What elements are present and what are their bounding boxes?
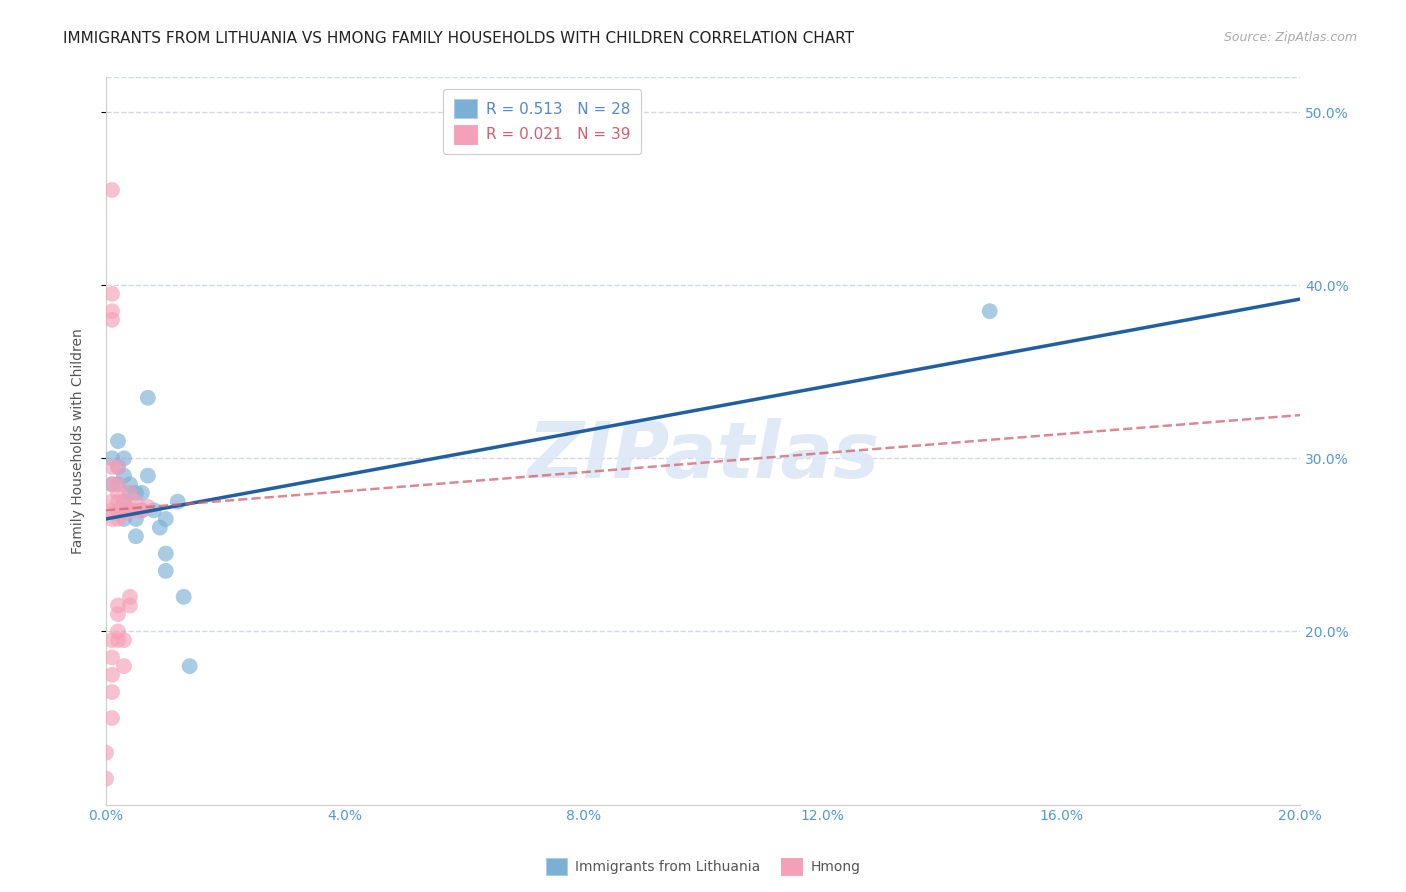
Text: ZIPatlas: ZIPatlas	[527, 417, 879, 493]
Point	[101, 313, 124, 327]
Point	[101, 304, 124, 318]
Point	[125, 486, 148, 500]
Point	[131, 503, 153, 517]
Point	[125, 512, 148, 526]
Point	[101, 460, 124, 475]
Legend: Immigrants from Lithuania, Hmong: Immigrants from Lithuania, Hmong	[540, 853, 866, 880]
Text: Source: ZipAtlas.com: Source: ZipAtlas.com	[1223, 31, 1357, 45]
Point	[101, 183, 124, 197]
Point	[107, 477, 129, 491]
Point	[166, 494, 188, 508]
Point	[107, 607, 129, 622]
Point	[125, 529, 148, 543]
Point	[136, 500, 159, 514]
Point	[112, 659, 135, 673]
Point	[107, 460, 129, 475]
Point	[118, 503, 141, 517]
Point	[136, 468, 159, 483]
Point	[112, 494, 135, 508]
Point	[101, 451, 124, 466]
Point	[94, 772, 117, 786]
Point	[107, 486, 129, 500]
Point	[179, 659, 201, 673]
Point	[107, 624, 129, 639]
Point	[107, 512, 129, 526]
Point	[107, 477, 129, 491]
Point	[101, 650, 124, 665]
Point	[149, 520, 172, 534]
Point	[101, 711, 124, 725]
Point	[155, 564, 177, 578]
Point	[131, 486, 153, 500]
Point	[112, 503, 135, 517]
Point	[101, 477, 124, 491]
Point	[107, 434, 129, 448]
Point	[101, 503, 124, 517]
Point	[107, 633, 129, 648]
Point	[118, 486, 141, 500]
Point	[107, 599, 129, 613]
Point	[112, 512, 135, 526]
Point	[107, 460, 129, 475]
Point	[155, 547, 177, 561]
Point	[131, 503, 153, 517]
Point	[101, 667, 124, 681]
Point	[112, 468, 135, 483]
Point	[125, 494, 148, 508]
Point	[979, 304, 1001, 318]
Point	[118, 503, 141, 517]
Point	[112, 507, 135, 521]
Point	[101, 494, 124, 508]
Point	[155, 512, 177, 526]
Point	[112, 451, 135, 466]
Point	[94, 746, 117, 760]
Point	[112, 494, 135, 508]
Point	[136, 391, 159, 405]
Y-axis label: Family Households with Children: Family Households with Children	[72, 328, 86, 554]
Legend: R = 0.513   N = 28, R = 0.021   N = 39: R = 0.513 N = 28, R = 0.021 N = 39	[443, 88, 641, 154]
Point	[101, 512, 124, 526]
Point	[101, 477, 124, 491]
Point	[101, 633, 124, 648]
Point	[101, 286, 124, 301]
Point	[118, 486, 141, 500]
Point	[118, 599, 141, 613]
Point	[107, 494, 129, 508]
Point	[101, 685, 124, 699]
Point	[142, 503, 165, 517]
Point	[125, 503, 148, 517]
Text: IMMIGRANTS FROM LITHUANIA VS HMONG FAMILY HOUSEHOLDS WITH CHILDREN CORRELATION C: IMMIGRANTS FROM LITHUANIA VS HMONG FAMIL…	[63, 31, 855, 46]
Point	[107, 503, 129, 517]
Point	[118, 477, 141, 491]
Point	[118, 590, 141, 604]
Point	[173, 590, 195, 604]
Point	[112, 633, 135, 648]
